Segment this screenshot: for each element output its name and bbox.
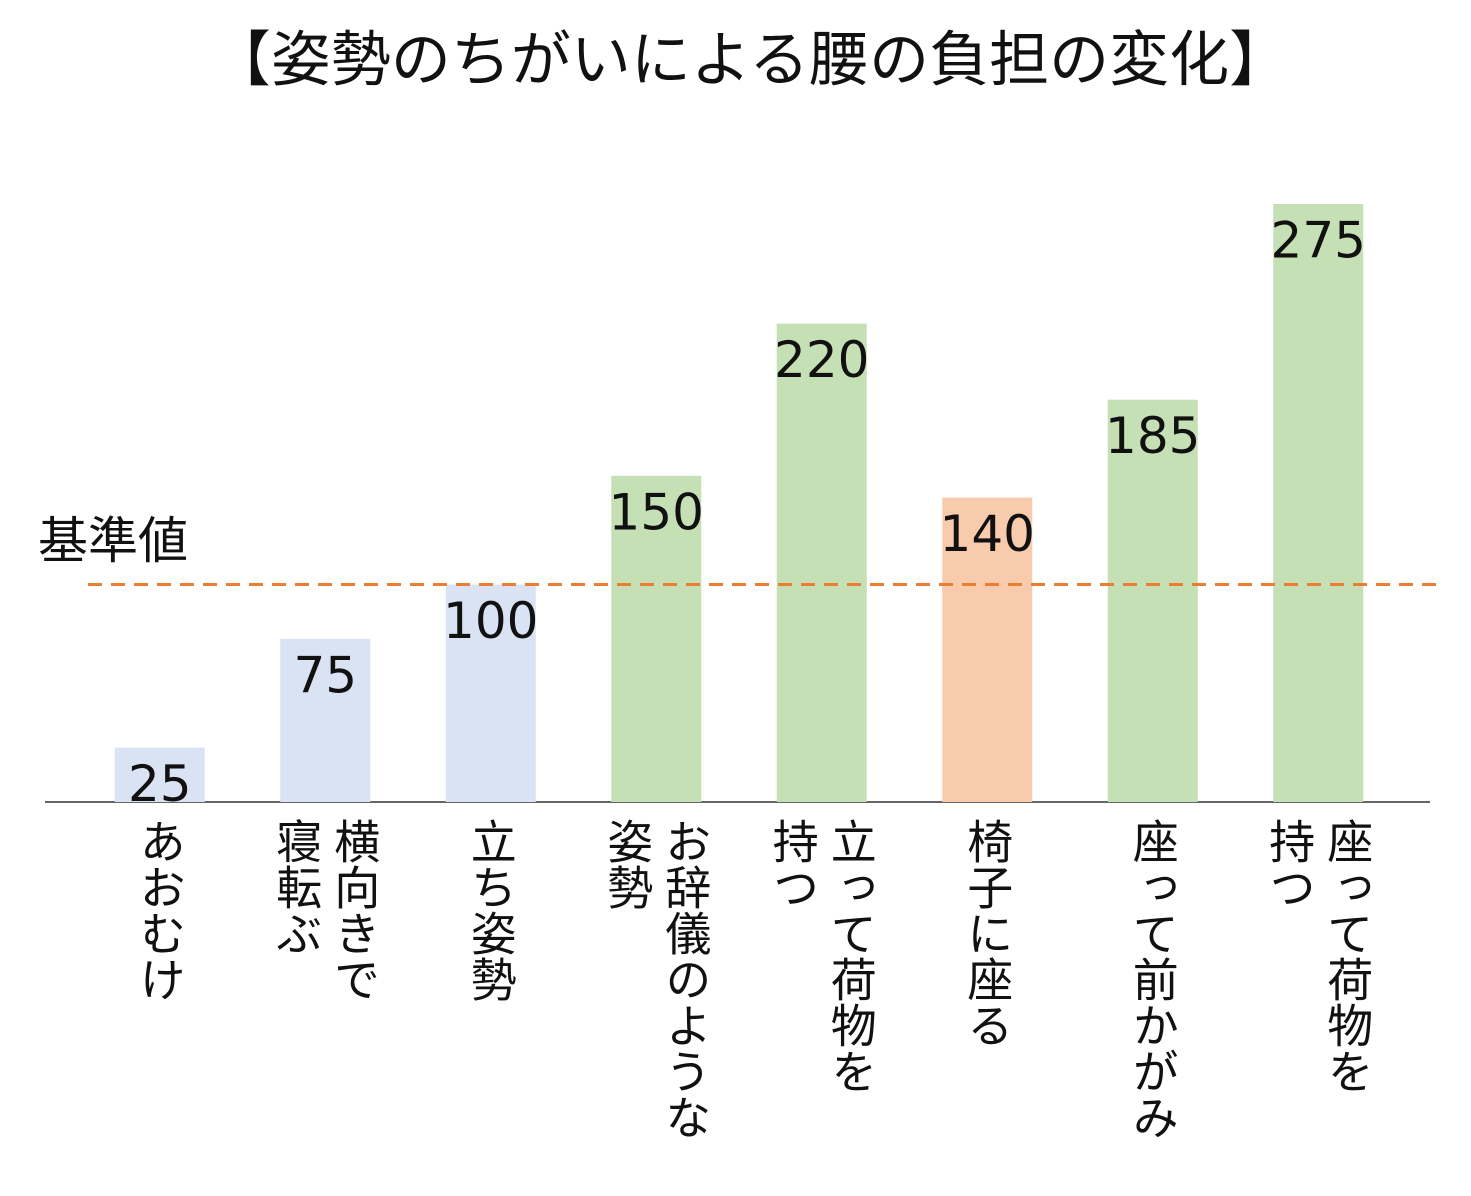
- bar: [776, 323, 867, 802]
- value-label: 25: [128, 755, 192, 813]
- value-label: 220: [774, 331, 869, 389]
- value-label: 140: [940, 505, 1035, 563]
- bar: [1273, 204, 1364, 802]
- x-tick-label: 座って前かがみ: [1125, 818, 1180, 1140]
- x-tick-label: 立ち姿勢: [463, 818, 518, 1002]
- value-label: 185: [1105, 407, 1200, 465]
- value-label: 100: [443, 592, 538, 650]
- x-tick-label: 椅子に座る: [960, 818, 1015, 1048]
- x-tick-label: 座って荷物を持つ: [1262, 818, 1375, 1094]
- value-label: 150: [609, 483, 704, 541]
- bar: [445, 584, 536, 802]
- x-tick-label: 横向きで寝転ぶ: [269, 818, 382, 1002]
- bar: [942, 497, 1033, 802]
- x-tick-label: あおむけ: [132, 818, 187, 1002]
- x-tick-label: お辞儀のような姿勢: [600, 818, 713, 1140]
- bar: [611, 475, 702, 802]
- x-tick-label: 立って荷物を持つ: [765, 818, 878, 1094]
- value-label: 275: [1271, 212, 1366, 270]
- bar: [1107, 399, 1198, 802]
- bar: [114, 747, 205, 802]
- bar: [280, 638, 371, 802]
- reference-label: 基準値: [38, 512, 188, 570]
- chart-title: 【姿勢のちがいによる腰の負担の変化】: [211, 26, 1289, 96]
- value-label: 75: [293, 646, 357, 704]
